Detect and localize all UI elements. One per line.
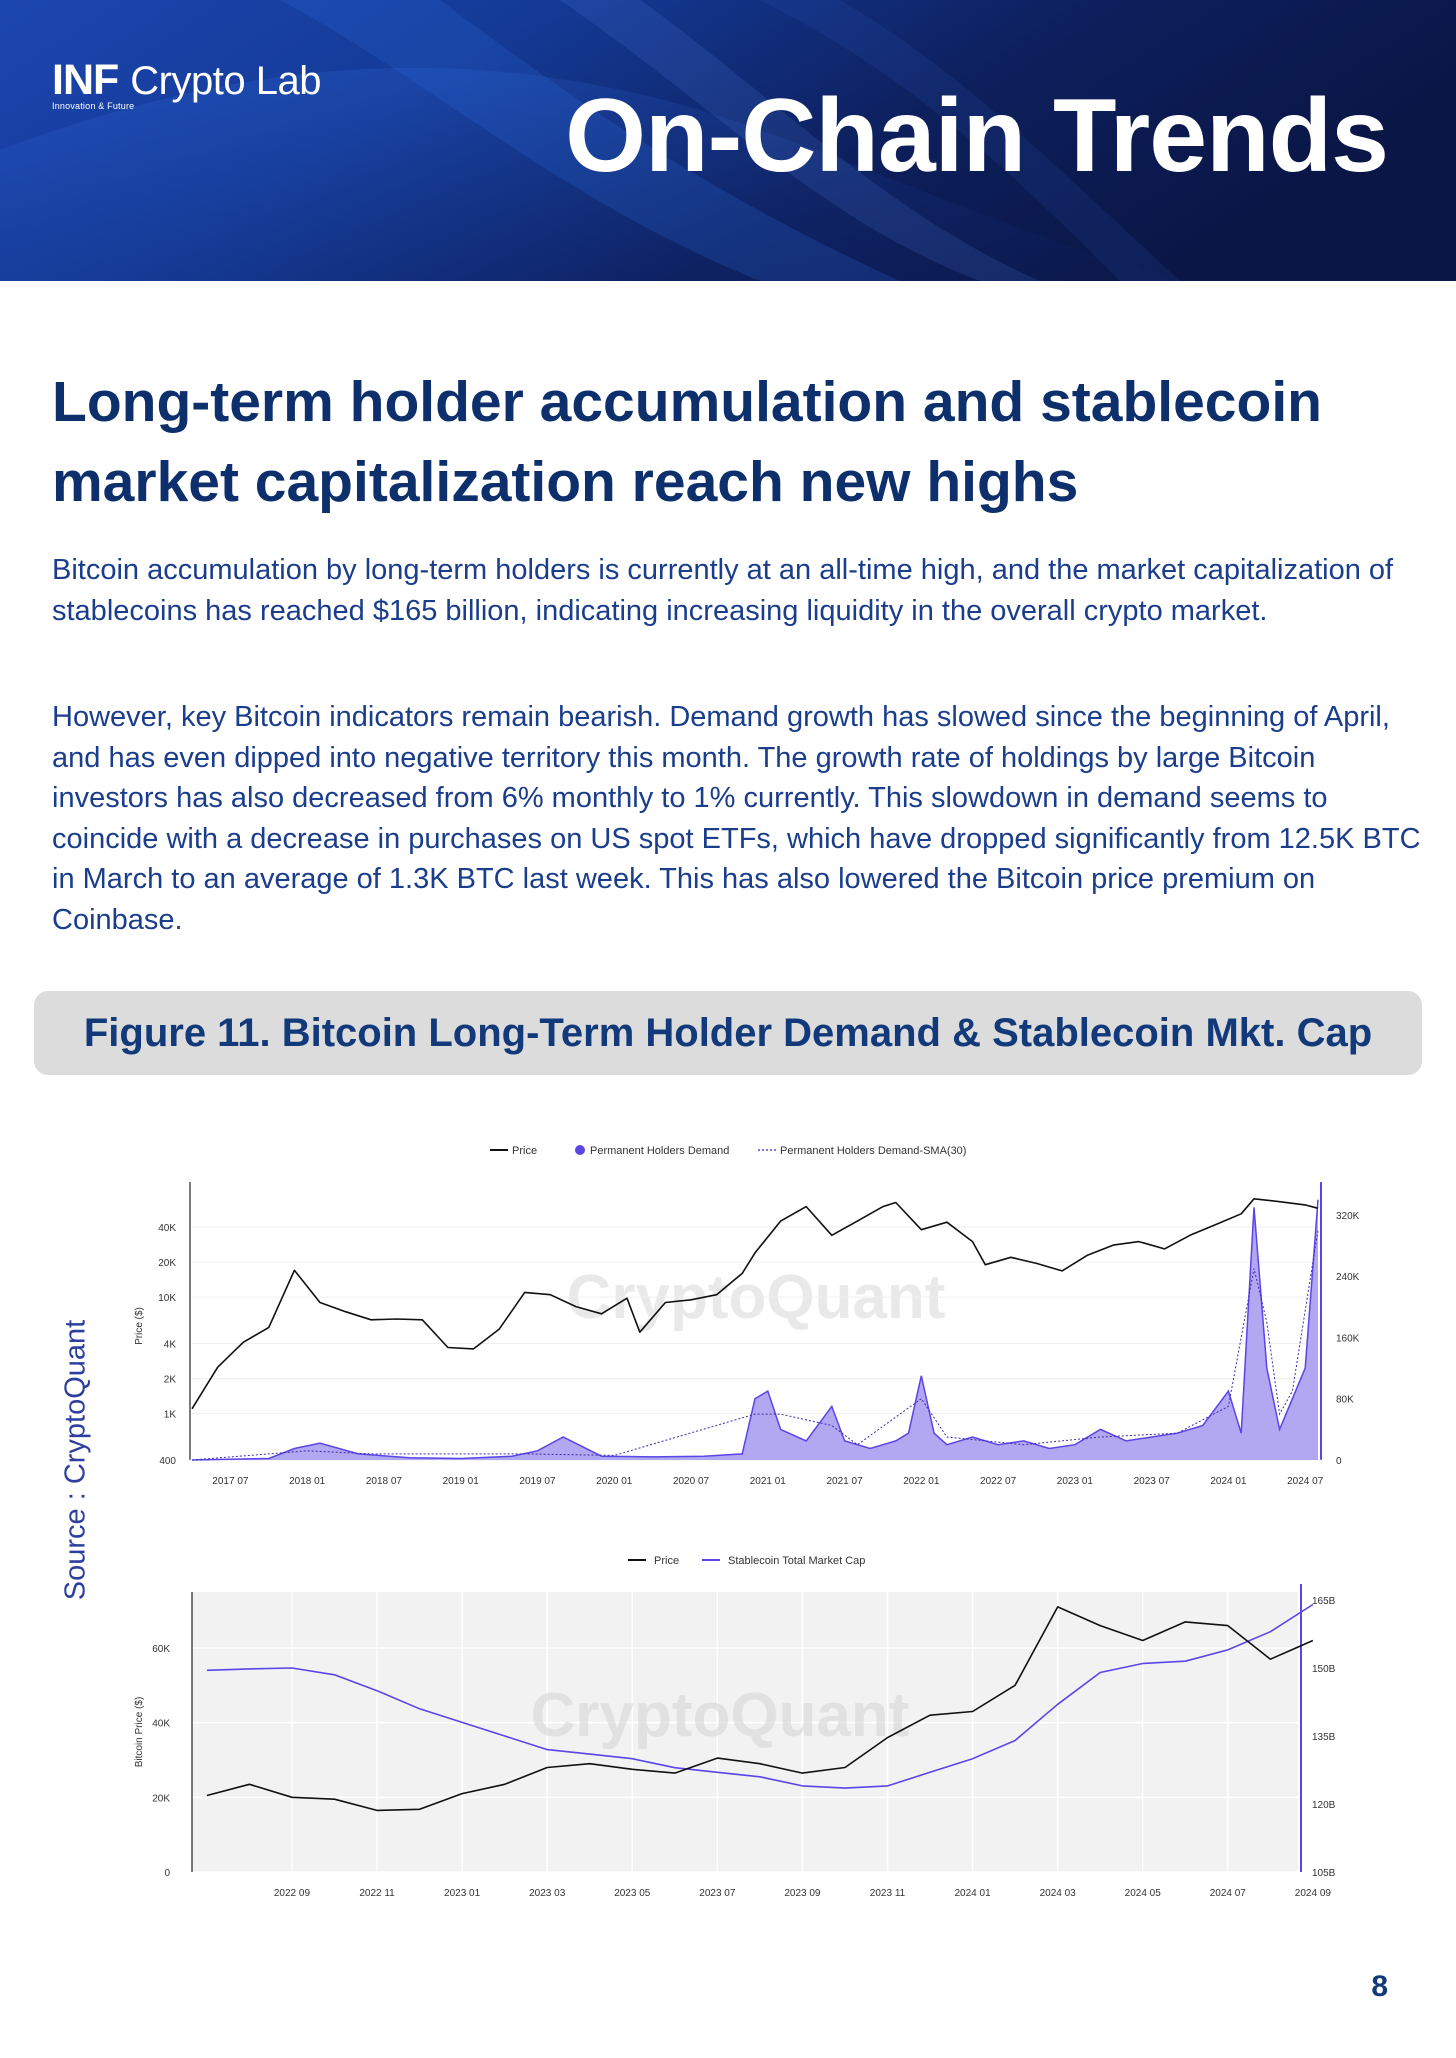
legend-demand-swatch [575,1145,585,1155]
y2-tick-label: 165B [1312,1596,1336,1607]
y2-tick-label: 120B [1312,1800,1336,1811]
article-paragraph-1: Bitcoin accumulation by long-term holder… [52,554,1394,627]
y-tick-label: 400 [159,1456,176,1467]
legend-label: Permanent Holders Demand [590,1145,729,1157]
price-line [206,1606,1314,1812]
y2-tick-label: 240K [1336,1272,1360,1283]
y-tick-label: 10K [158,1293,176,1304]
demand-area [192,1199,1318,1460]
x-tick-label: 2024 03 [1040,1888,1077,1899]
holder-demand-chart: Price Permanent Holders Demand Permanent H… [134,1145,1360,1487]
banner-title: On-Chain Trends [565,78,1389,194]
figure-source: Source : CryptoQuant [59,1319,92,1601]
x-tick-label: 2024 01 [1210,1476,1247,1487]
x-tick-label: 2023 11 [870,1888,906,1899]
x-tick-label: 2023 01 [1057,1476,1094,1487]
figure-title: Figure 11. Bitcoin Long-Term Holder Dema… [83,1010,1373,1055]
x-tick-label: 2019 01 [443,1476,480,1487]
logo-crypto-lab: Crypto Lab [130,59,321,103]
x-tick-label: 2024 07 [1287,1476,1324,1487]
x-tick-label: 2017 07 [212,1476,249,1487]
logo-inf: INF [52,56,119,104]
header-banner: INF Crypto Lab Innovation & Future On-Ch… [0,0,1456,281]
y2-tick-label: 160K [1336,1333,1360,1344]
x-tick-label: 2023 01 [444,1888,481,1899]
x-tick-label: 2020 07 [673,1476,710,1487]
y2-tick-label: 80K [1336,1395,1354,1406]
sma-line [191,1230,1319,1461]
y2-tick-label: 320K [1336,1211,1360,1222]
x-tick-label: 2022 01 [903,1476,940,1487]
legend-label: Price [654,1555,679,1567]
legend-label: Permanent Holders Demand-SMA(30) [780,1145,966,1157]
page-number: 8 [1371,1970,1388,2003]
x-tick-label: 2024 09 [1295,1888,1332,1899]
x-tick-label: 2023 03 [529,1888,566,1899]
banner-background [0,0,1456,281]
article-paragraph-2: However, key Bitcoin indicators remain b… [52,701,1421,936]
stablecoin-line [206,1603,1314,1789]
demand-line [191,1199,1319,1461]
y-tick-label: 40K [152,1719,170,1730]
x-tick-label: 2024 05 [1125,1888,1162,1899]
y-tick-label: 1K [164,1410,177,1421]
x-tick-label: 2018 01 [289,1476,326,1487]
x-tick-label: 2024 01 [955,1888,992,1899]
y-tick-label: 60K [152,1644,170,1655]
x-tick-label: 2018 07 [366,1476,403,1487]
legend-label: Price [512,1145,537,1157]
chart-watermark: CryptoQuant [531,1681,910,1750]
y-tick-label: 2K [164,1375,177,1386]
logo: INF Crypto Lab Innovation & Future [52,56,321,111]
x-tick-label: 2023 07 [699,1888,736,1899]
figure-title-box: Figure 11. Bitcoin Long-Term Holder Dema… [34,991,1422,1075]
y-tick-label: 4K [164,1340,177,1351]
x-tick-label: 2022 11 [359,1888,395,1899]
article-headline: Long-term holder accumulation and stable… [52,370,1322,514]
x-tick-label: 2023 09 [784,1888,821,1899]
stablecoin-chart: Price Stablecoin Total Market Cap 0 20K 40K 6… [134,1555,1336,1899]
x-tick-label: 2023 07 [1134,1476,1171,1487]
price-line [191,1198,1319,1410]
y2-tick-label: 135B [1312,1732,1336,1743]
x-tick-label: 2023 05 [614,1888,651,1899]
y-axis-label: Bitcoin Price ($) [134,1697,145,1768]
x-tick-label: 2021 07 [826,1476,863,1487]
y2-tick-label: 0 [1336,1456,1342,1467]
y-tick-label: 0 [164,1868,170,1879]
x-tick-label: 2020 01 [596,1476,633,1487]
y-tick-label: 20K [152,1793,170,1804]
y2-tick-label: 150B [1312,1664,1336,1675]
y-tick-label: 40K [158,1223,176,1234]
x-tick-label: 2024 07 [1210,1888,1247,1899]
y-axis-label: Price ($) [134,1307,145,1345]
x-tick-label: 2022 09 [274,1888,311,1899]
y-tick-label: 20K [158,1258,176,1269]
x-tick-label: 2022 07 [980,1476,1017,1487]
legend-label: Stablecoin Total Market Cap [728,1555,865,1567]
y2-tick-label: 105B [1312,1868,1336,1879]
logo-tagline: Innovation & Future [52,101,135,111]
x-tick-label: 2021 01 [750,1476,787,1487]
x-tick-label: 2019 07 [519,1476,556,1487]
